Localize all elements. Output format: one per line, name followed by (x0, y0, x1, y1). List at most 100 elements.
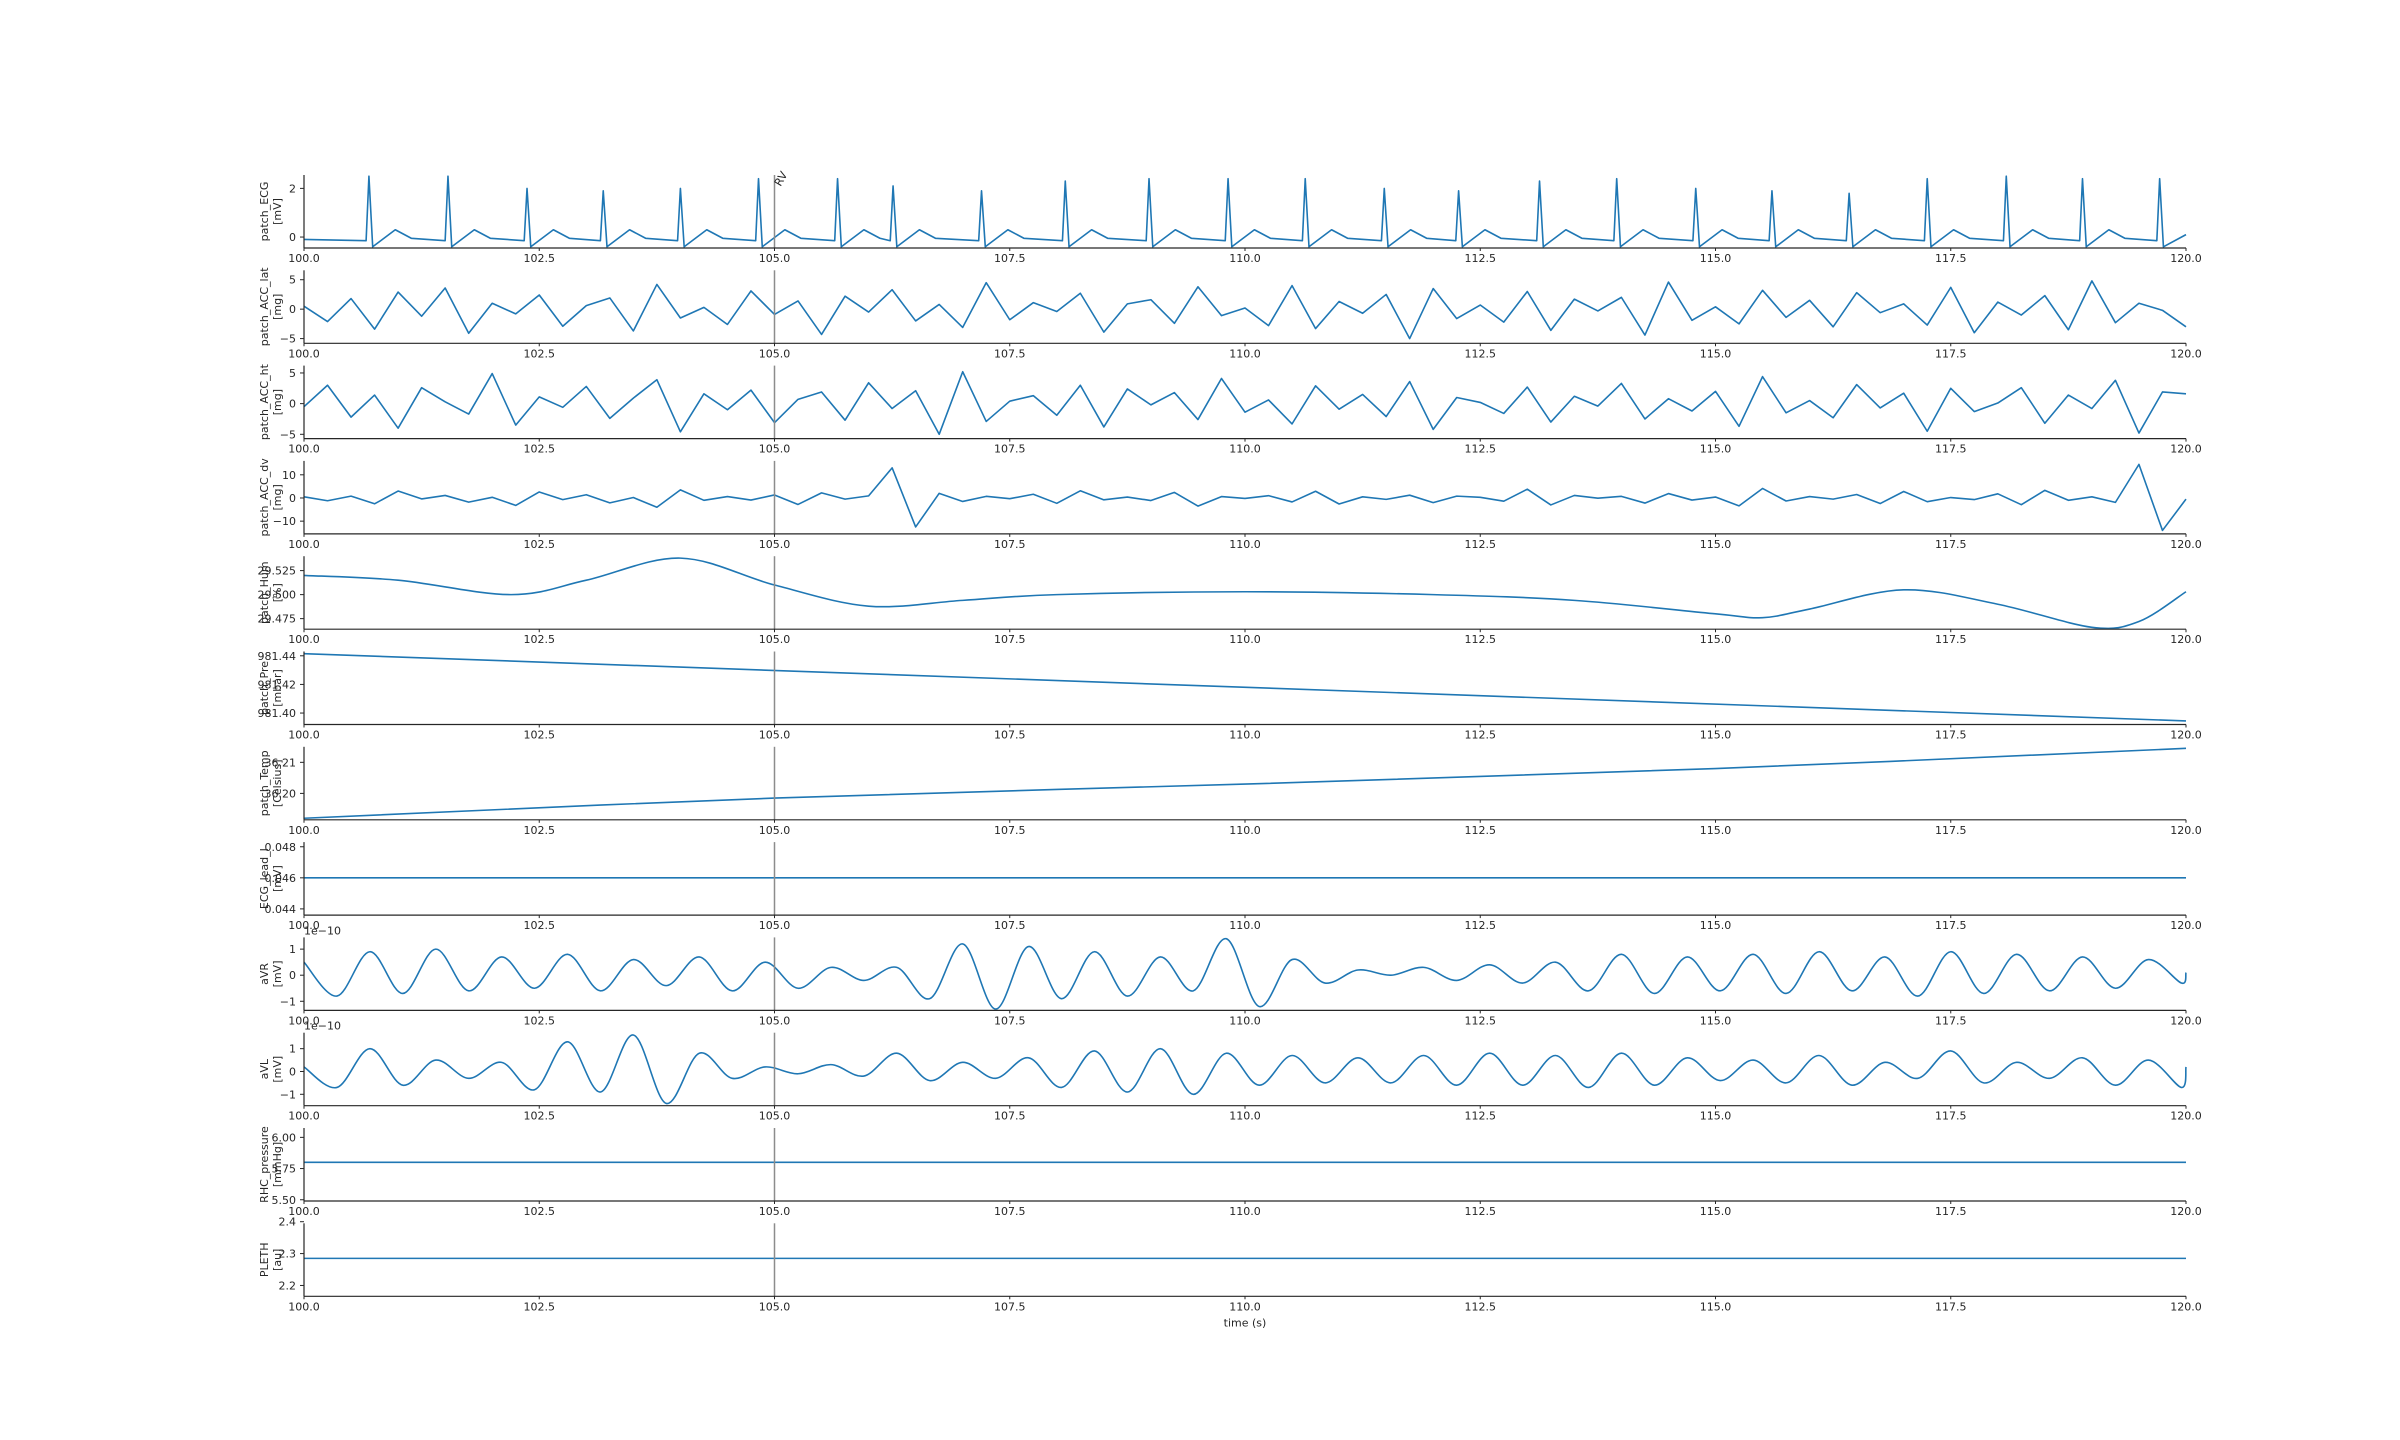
x-tick-label: 120.0 (2170, 1110, 2202, 1123)
y-tick-label: −5 (280, 333, 296, 346)
y-axis-unit: [mbar] (271, 669, 284, 707)
x-tick-label: 120.0 (2170, 1205, 2202, 1218)
x-tick-label: 110.0 (1229, 443, 1261, 456)
y-tick-label: 0 (289, 492, 296, 505)
panel: 2.2 2.3 2.4 100.0 102.5 105.0 107.5 110.0 112.5 1… (258, 1216, 2202, 1330)
y-tick-label: 2.4 (279, 1216, 297, 1229)
y-axis-unit: [mmHg] (271, 1142, 284, 1187)
x-tick-label: 117.5 (1935, 347, 1967, 360)
y-axis-unit: [Celsius] (271, 760, 284, 808)
x-tick-label: 120.0 (2170, 919, 2202, 932)
panel: 36.20 36.21 100.0 102.5 105.0 107.5 110.0 112.5… (258, 750, 2202, 836)
y-axis-label: aVR (258, 963, 271, 985)
signal-trace (303, 175, 2187, 248)
x-tick-label: 110.0 (1229, 1205, 1261, 1218)
x-tick-label: 100.0 (288, 1205, 320, 1218)
x-tick-label: 110.0 (1229, 252, 1261, 265)
x-tick-label: 110.0 (1229, 1110, 1261, 1123)
y-axis-label: patch_ECG (258, 182, 271, 242)
x-tick-label: 112.5 (1465, 443, 1497, 456)
x-tick-label: 120.0 (2170, 252, 2202, 265)
x-tick-label: 110.0 (1229, 538, 1261, 551)
y-tick-label: 36.20 (265, 787, 297, 800)
x-tick-label: 115.0 (1700, 538, 1732, 551)
y-axis-unit: [mg] (271, 484, 284, 510)
x-tick-label: 112.5 (1465, 633, 1497, 646)
x-tick-label: 107.5 (994, 1110, 1026, 1123)
x-tick-label: 112.5 (1465, 1300, 1497, 1313)
y-tick-label: −5 (280, 428, 296, 441)
y-axis-unit: [mV] (271, 198, 284, 225)
signal-trace (303, 557, 2187, 630)
y-tick-label: −1 (280, 1088, 296, 1101)
x-tick-label: 117.5 (1935, 538, 1967, 551)
x-tick-label: 115.0 (1700, 919, 1732, 932)
x-tick-label: 112.5 (1465, 729, 1497, 742)
y-axis-unit: [mg] (271, 294, 284, 320)
x-tick-label: 105.0 (759, 1014, 791, 1027)
x-tick-label: 102.5 (524, 824, 556, 837)
x-tick-label: 100.0 (288, 1014, 320, 1027)
x-axis-label: time (s) (1224, 1316, 1267, 1329)
panel: −1 0 1 100.0 102.5 105.0 107.5 110.0 112.5 115.0 1… (258, 924, 2202, 1027)
x-tick-label: 105.0 (759, 1205, 791, 1218)
x-tick-label: 115.0 (1700, 347, 1732, 360)
y-tick-label: 0 (289, 303, 296, 316)
x-tick-label: 117.5 (1935, 1110, 1967, 1123)
y-tick-label: 981.42 (258, 678, 297, 691)
panel: 5.50 5.75 6.00 100.0 102.5 105.0 107.5 110.0 112… (258, 1126, 2202, 1218)
x-tick-label: 102.5 (524, 252, 556, 265)
x-tick-label: 107.5 (994, 252, 1026, 265)
y-tick-label: −10 (273, 515, 296, 528)
y-axis-label: patch_Pre (258, 661, 271, 715)
y-tick-label: 29.525 (258, 565, 297, 578)
y-tick-label: 2 (289, 182, 296, 195)
x-tick-label: 102.5 (524, 1300, 556, 1313)
x-tick-label: 100.0 (288, 347, 320, 360)
x-tick-label: 120.0 (2170, 347, 2202, 360)
panel: −1 0 1 100.0 102.5 105.0 107.5 110.0 112.5 115.0 1… (258, 1020, 2202, 1123)
x-tick-label: 100.0 (288, 443, 320, 456)
x-tick-label: 112.5 (1465, 919, 1497, 932)
x-tick-label: 112.5 (1465, 824, 1497, 837)
x-tick-label: 107.5 (994, 1014, 1026, 1027)
x-tick-label: 100.0 (288, 1110, 320, 1123)
x-tick-label: 110.0 (1229, 824, 1261, 837)
y-tick-label: 10 (282, 469, 296, 482)
x-tick-label: 120.0 (2170, 729, 2202, 742)
x-tick-label: 120.0 (2170, 538, 2202, 551)
x-tick-label: 117.5 (1935, 1205, 1967, 1218)
x-tick-label: 120.0 (2170, 1014, 2202, 1027)
x-tick-label: 105.0 (759, 824, 791, 837)
x-tick-label: 105.0 (759, 729, 791, 742)
y-axis-label: patch_ACC_dv (258, 458, 271, 537)
x-tick-label: 117.5 (1935, 443, 1967, 456)
signal-trace (303, 652, 2187, 722)
x-tick-label: 112.5 (1465, 1110, 1497, 1123)
x-tick-label: 115.0 (1700, 1110, 1732, 1123)
x-tick-label: 117.5 (1935, 1300, 1967, 1313)
x-tick-label: 120.0 (2170, 824, 2202, 837)
x-tick-label: 100.0 (288, 1300, 320, 1313)
x-tick-label: 100.0 (288, 633, 320, 646)
y-tick-label: 0.048 (265, 841, 297, 854)
x-tick-label: 105.0 (759, 1300, 791, 1313)
x-tick-label: 105.0 (759, 1110, 791, 1123)
x-tick-label: 102.5 (524, 1014, 556, 1027)
signal-trace (303, 463, 2187, 532)
x-tick-label: 105.0 (759, 347, 791, 360)
x-tick-label: 115.0 (1700, 252, 1732, 265)
x-tick-label: 110.0 (1229, 1300, 1261, 1313)
y-axis-label: aVL (258, 1058, 271, 1079)
y-axis-unit: [au] (271, 1249, 284, 1271)
signal-trace (303, 747, 2187, 820)
x-tick-label: 100.0 (288, 919, 320, 932)
y-tick-label: 1 (289, 943, 296, 956)
x-tick-label: 120.0 (2170, 1300, 2202, 1313)
y-tick-label: −1 (280, 995, 296, 1008)
x-tick-label: 110.0 (1229, 729, 1261, 742)
x-tick-label: 117.5 (1935, 633, 1967, 646)
y-axis-unit: [mg] (271, 389, 284, 415)
x-tick-label: 120.0 (2170, 443, 2202, 456)
x-tick-label: 112.5 (1465, 1014, 1497, 1027)
